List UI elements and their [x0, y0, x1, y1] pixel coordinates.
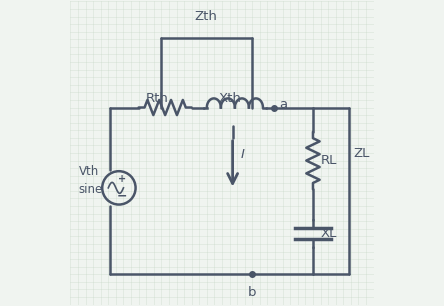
Text: Zth: Zth [194, 9, 217, 23]
Text: +: + [118, 174, 126, 185]
Text: Vth: Vth [79, 165, 99, 178]
Text: Rth: Rth [145, 92, 168, 105]
Text: sine: sine [79, 183, 103, 196]
Text: b: b [248, 286, 257, 299]
Text: RL: RL [321, 154, 337, 167]
Text: Xth: Xth [218, 92, 241, 105]
Text: I: I [240, 148, 244, 161]
Text: XL: XL [321, 227, 337, 240]
Text: −: − [117, 190, 127, 203]
Text: a: a [279, 98, 287, 111]
Text: ZL: ZL [353, 147, 369, 159]
